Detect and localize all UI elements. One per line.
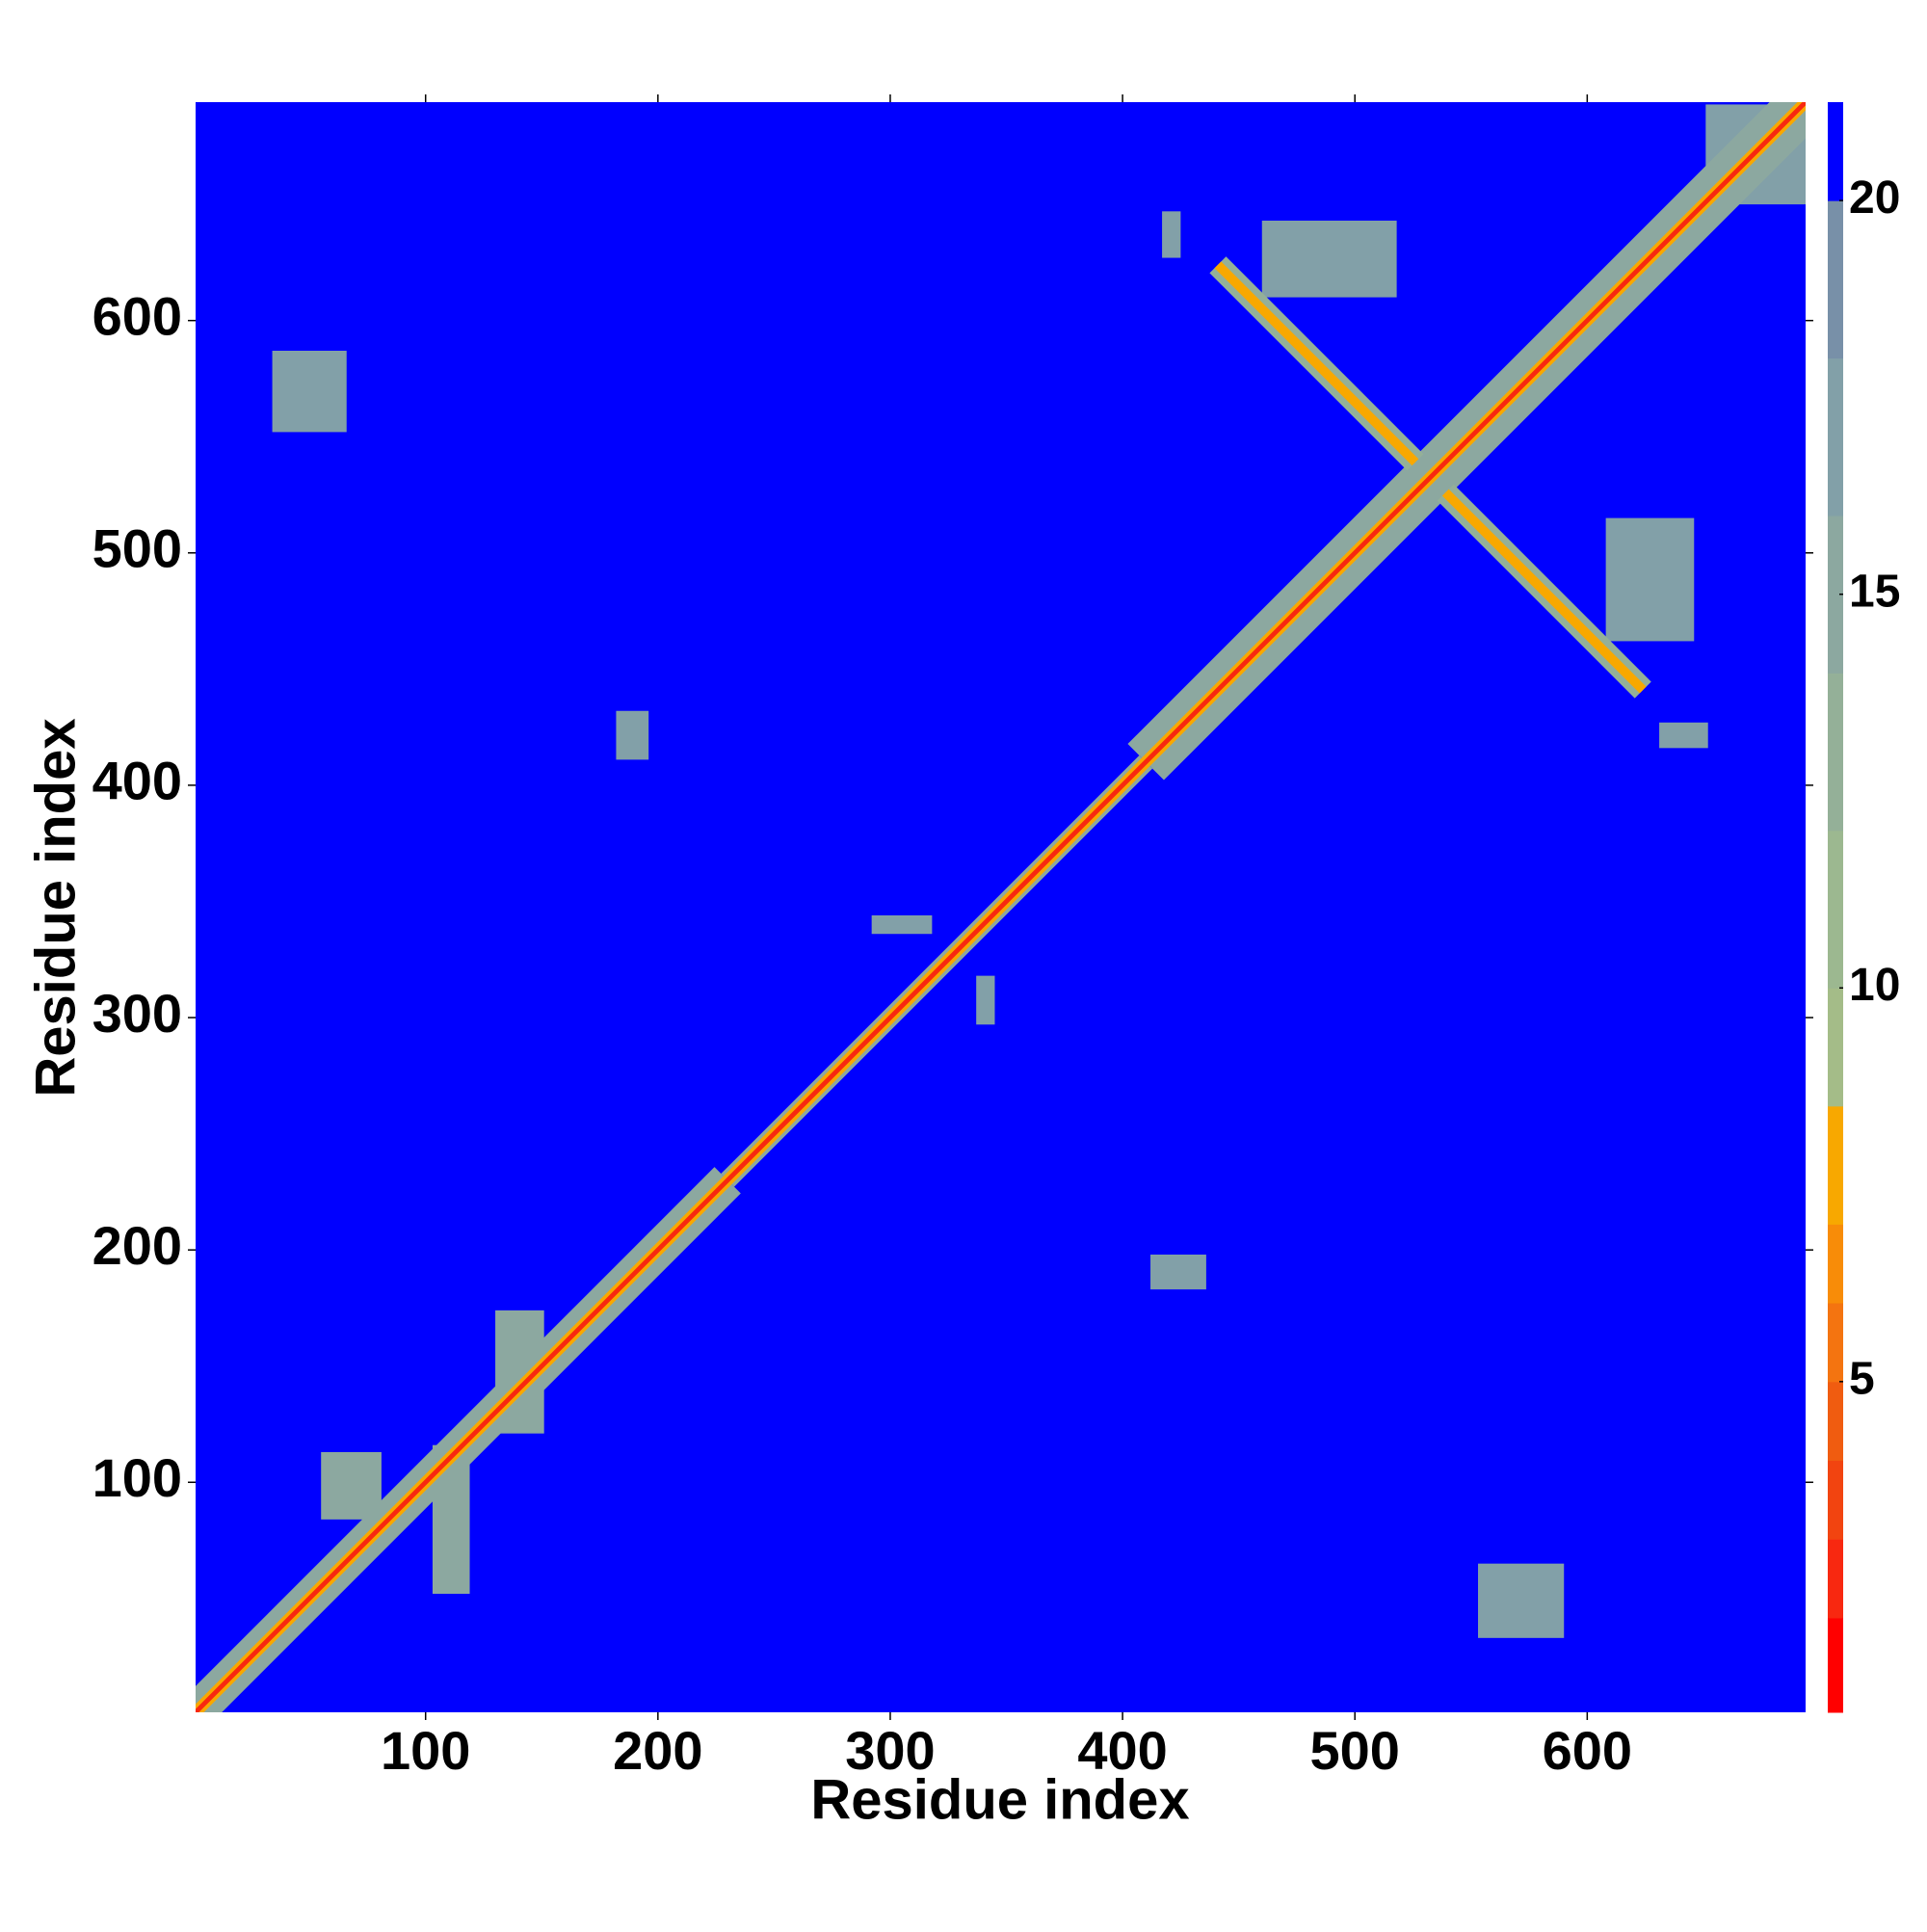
x-tick-label: 600 — [1543, 1720, 1632, 1781]
contact-patch — [1659, 722, 1708, 749]
y-tick-label: 100 — [92, 1447, 182, 1508]
y-axis-label: Residue index — [24, 718, 87, 1097]
colorbar-tick-label: 15 — [1849, 566, 1900, 617]
contact-patch — [871, 914, 933, 935]
contact-patch — [1150, 1254, 1206, 1290]
colorbar-level — [1828, 102, 1843, 201]
contact-patch — [1162, 211, 1181, 258]
x-tick-label: 500 — [1309, 1720, 1399, 1781]
contact-band — [196, 102, 1806, 1712]
contact-patch — [1261, 220, 1397, 298]
colorbar-level — [1828, 357, 1843, 516]
colorbar-level — [1828, 1381, 1843, 1462]
colorbar-level — [1828, 200, 1843, 359]
y-tick-label: 500 — [92, 518, 182, 579]
colorbar-tick-label: 20 — [1849, 172, 1900, 224]
colorbar-level — [1828, 1224, 1843, 1304]
colorbar-level — [1828, 1105, 1843, 1225]
x-axis-label: Residue index — [810, 1768, 1189, 1831]
x-tick-label: 200 — [613, 1720, 702, 1781]
contact-band — [1441, 489, 1647, 694]
contact-patch — [616, 710, 649, 760]
contact-patch — [321, 1451, 382, 1520]
y-tick-label: 400 — [92, 751, 182, 811]
contact-patch — [976, 975, 995, 1025]
x-tick-label: 100 — [381, 1720, 470, 1781]
colorbar-level — [1828, 1460, 1843, 1540]
colorbar-tick-label: 5 — [1849, 1353, 1875, 1404]
y-tick-label: 600 — [92, 285, 182, 346]
colorbar-level — [1828, 1617, 1843, 1713]
y-tick-label: 200 — [92, 1215, 182, 1276]
contact-patch — [1478, 1563, 1565, 1638]
contact-patch — [272, 351, 347, 433]
colorbar-level — [1828, 988, 1843, 1107]
contact-band — [1214, 261, 1419, 466]
colorbar-level — [1828, 830, 1843, 989]
contact-patch — [1605, 517, 1695, 642]
colorbar-level — [1828, 515, 1843, 674]
colorbar-level — [1828, 673, 1843, 832]
colorbar-level — [1828, 1303, 1843, 1383]
x-tick-label: 400 — [1077, 1720, 1167, 1781]
colorbar-tick-label: 10 — [1849, 960, 1900, 1011]
colorbar-level — [1828, 1539, 1843, 1619]
x-tick-label: 300 — [845, 1720, 935, 1781]
y-tick-label: 300 — [92, 983, 182, 1044]
